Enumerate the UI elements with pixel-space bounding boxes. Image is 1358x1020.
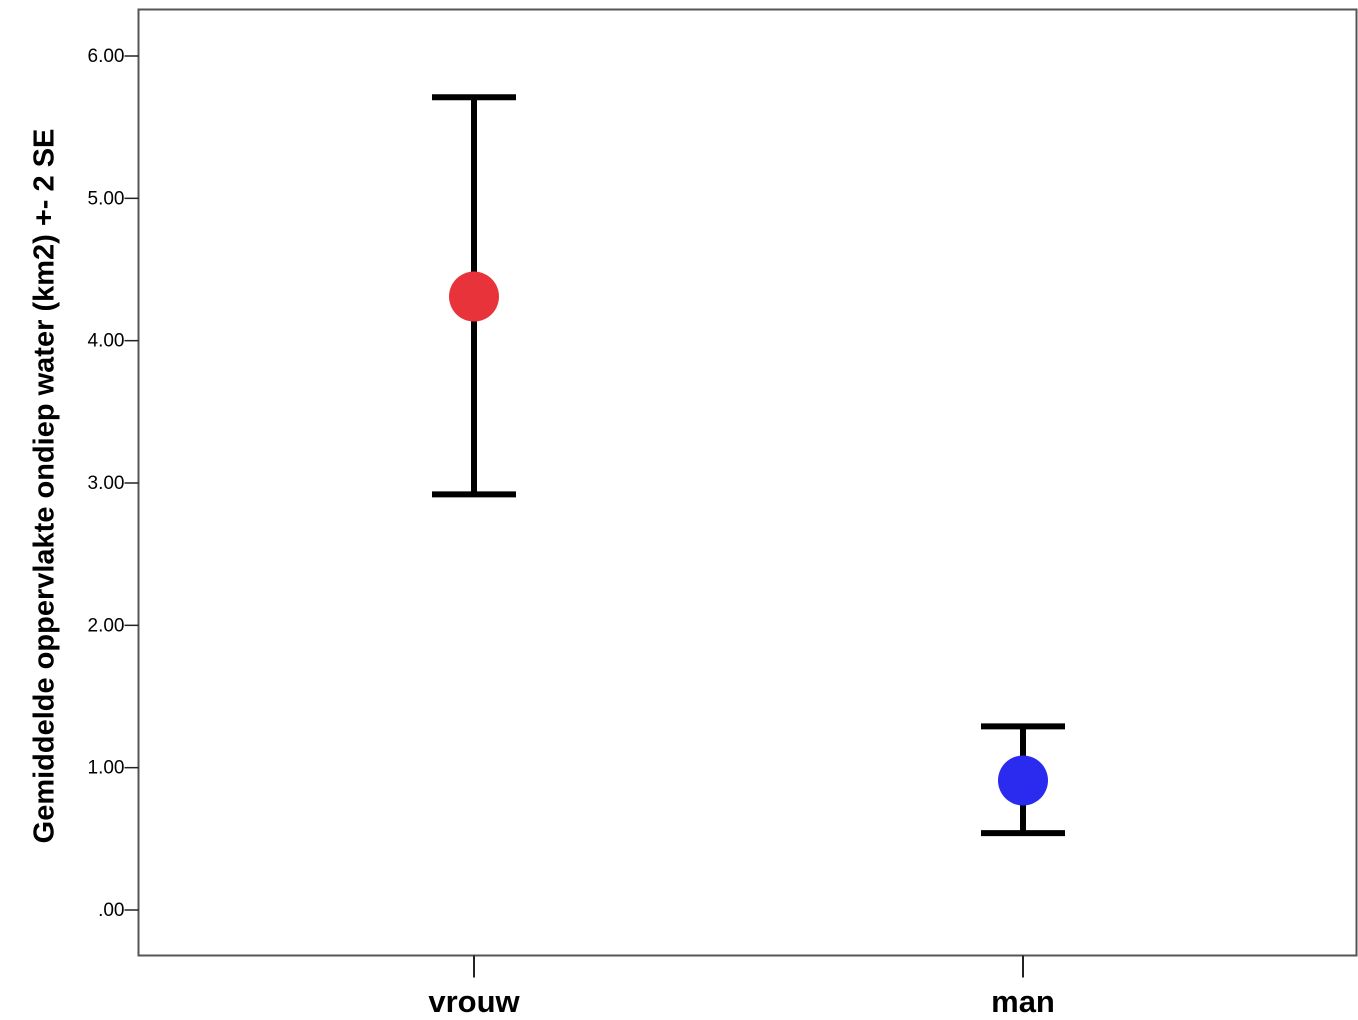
x-category-label: vrouw	[428, 984, 520, 1019]
y-axis-title: Gemiddelde oppervlakte ondiep water (km2…	[29, 129, 61, 844]
mean-point	[449, 271, 499, 322]
y-tick-label: 3.00	[88, 473, 125, 494]
y-tick-label: 5.00	[88, 188, 125, 209]
x-axis: vrouw man	[428, 955, 1055, 1019]
y-tick-label: 6.00	[88, 46, 125, 67]
y-tick-label: 4.00	[88, 331, 125, 352]
plot-frame	[137, 8, 1358, 957]
mean-point	[998, 755, 1048, 806]
plot-marks	[432, 94, 1065, 837]
y-tick-label: 1.00	[88, 758, 125, 779]
y-axis: .00 1.00 2.00 3.00 4.00 5.00 6.00	[88, 46, 139, 921]
y-tick-label: 2.00	[88, 615, 125, 636]
y-tick-label: .00	[98, 900, 124, 921]
x-category-label: man	[991, 984, 1055, 1019]
